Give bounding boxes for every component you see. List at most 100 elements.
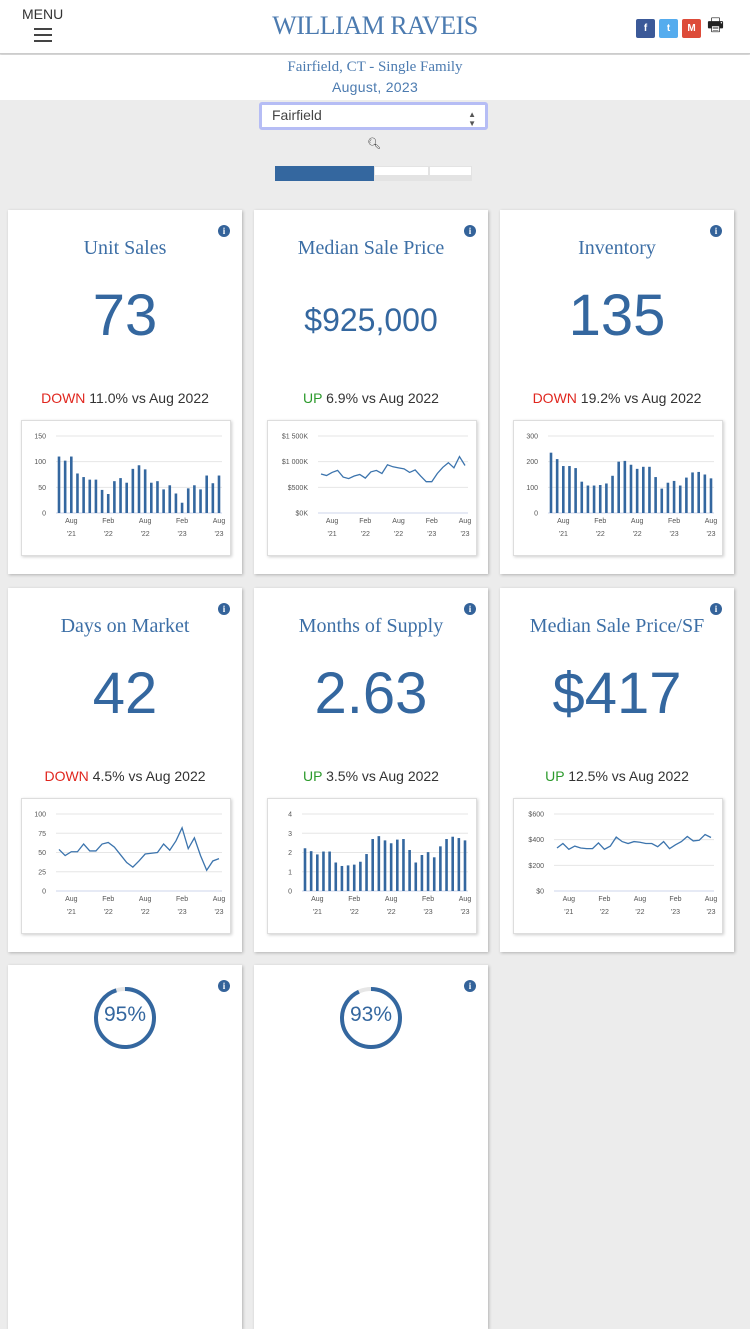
y-tick-label: 1	[288, 869, 292, 876]
x-tick-month: Feb	[176, 518, 188, 525]
search-icon[interactable]: 🔍︎	[367, 138, 381, 150]
info-icon[interactable]: i	[218, 603, 230, 615]
period-title: August, 2023	[331, 79, 419, 95]
bar	[150, 482, 153, 513]
x-tick-year: '21	[313, 909, 322, 916]
x-tick-year: '23	[706, 531, 715, 538]
bar	[605, 483, 608, 513]
bar	[137, 465, 141, 513]
change-text: 11.0% vs Aug 2022	[89, 390, 209, 406]
x-tick-month: Aug	[139, 896, 152, 903]
y-tick-label: 2	[288, 850, 292, 857]
x-tick-month: Aug	[213, 518, 226, 525]
x-tick-year: '22	[596, 531, 605, 538]
info-icon[interactable]: i	[218, 225, 230, 237]
report-subtitle: Fairfield, CT - Single Family August, 20…	[0, 55, 750, 100]
info-icon[interactable]: i	[710, 225, 722, 237]
info-icon[interactable]: i	[464, 603, 476, 615]
menu-button[interactable]: MENU	[22, 6, 63, 46]
card-value: $417	[552, 661, 682, 726]
x-tick-year: '23	[460, 531, 469, 538]
y-tick-label: $0	[536, 889, 544, 896]
bar	[623, 460, 627, 513]
gmail-icon[interactable]: M	[682, 18, 701, 38]
info-icon[interactable]: i	[218, 980, 230, 992]
x-tick-month: Feb	[102, 896, 114, 903]
bar	[420, 855, 424, 891]
x-tick-year: '22	[104, 909, 113, 916]
bar	[642, 466, 645, 513]
y-tick-label: 100	[526, 485, 538, 492]
card-title: Median Sale Price	[297, 237, 445, 259]
card-value: 135	[568, 283, 666, 348]
card-change: DOWN 11.0% vs Aug 2022	[8, 390, 242, 406]
bar	[617, 461, 620, 513]
bar	[316, 854, 319, 891]
change-direction: DOWN	[41, 390, 86, 406]
x-tick-month: Aug	[213, 896, 226, 903]
bar	[76, 473, 79, 513]
bar	[383, 840, 387, 891]
y-tick-label: 300	[526, 434, 538, 441]
tab-3[interactable]	[429, 166, 472, 181]
bar	[100, 489, 104, 513]
change-direction: DOWN	[532, 390, 577, 406]
x-tick-month: Feb	[422, 896, 434, 903]
tab-2[interactable]	[374, 166, 429, 181]
bar	[352, 864, 356, 891]
x-tick-year: '22	[104, 531, 113, 538]
info-icon[interactable]: i	[464, 225, 476, 237]
card-value: $925,000	[304, 302, 438, 338]
y-tick-label: 150	[34, 434, 46, 441]
y-tick-label: $400	[528, 837, 544, 844]
top-header: MENU WILLIAM RAVEIS f t M 🖶	[0, 0, 750, 54]
info-icon[interactable]: i	[464, 980, 476, 992]
card-value: 42	[92, 661, 158, 726]
bar	[63, 460, 67, 513]
print-icon[interactable]: 🖶	[707, 15, 724, 35]
x-tick-year: '22	[141, 531, 150, 538]
bar	[389, 843, 393, 891]
twitter-icon[interactable]: t	[659, 18, 678, 38]
select-arrows-icon: ▲ ▼	[468, 110, 476, 128]
bar	[648, 466, 651, 513]
x-tick-year: '23	[178, 909, 187, 916]
logo[interactable]: WILLIAM RAVEIS	[272, 11, 478, 40]
bar	[82, 477, 85, 513]
series-line	[58, 826, 220, 872]
facebook-icon[interactable]: f	[636, 18, 655, 38]
y-tick-label: 75	[38, 831, 46, 838]
x-tick-year: '21	[564, 909, 573, 916]
bar	[156, 481, 159, 513]
x-tick-year: '23	[424, 909, 433, 916]
trend-chart: $0 $200 $400 $600 Aug '21 Feb '22 Aug '22 Feb '23 Au…	[513, 798, 723, 934]
card-median-sale-price: i Median Sale Price $925,000 UP 6.9% vs …	[254, 210, 488, 574]
card-title: Median Sale Price/SF	[529, 615, 705, 637]
y-tick-label: $1 000K	[282, 459, 308, 466]
change-text: 3.5% vs Aug 2022	[326, 768, 439, 784]
bar	[88, 479, 92, 513]
x-tick-year: '23	[214, 909, 223, 916]
y-tick-label: 0	[42, 511, 46, 518]
y-tick-label: 0	[534, 511, 538, 518]
x-tick-year: '21	[67, 531, 76, 538]
bar	[629, 464, 633, 513]
y-tick-label: 3	[288, 831, 292, 838]
x-tick-month: Feb	[426, 518, 438, 525]
change-text: 12.5% vs Aug 2022	[568, 768, 689, 784]
bar	[445, 839, 448, 891]
change-direction: UP	[303, 390, 323, 406]
x-tick-year: '23	[427, 531, 436, 538]
change-text: 6.9% vs Aug 2022	[326, 390, 439, 406]
bar	[402, 839, 405, 891]
y-tick-label: $0K	[296, 511, 309, 518]
x-tick-month: Feb	[598, 896, 610, 903]
town-select[interactable]: Fairfield ▲ ▼	[259, 102, 488, 130]
y-tick-label: $500K	[288, 485, 309, 492]
tab-1[interactable]	[275, 166, 374, 181]
bar	[143, 469, 147, 513]
bar	[57, 456, 61, 513]
card-months-of-supply: i Months of Supply 2.63 UP 3.5% vs Aug 2…	[254, 588, 488, 952]
bar	[365, 854, 368, 891]
info-icon[interactable]: i	[710, 603, 722, 615]
